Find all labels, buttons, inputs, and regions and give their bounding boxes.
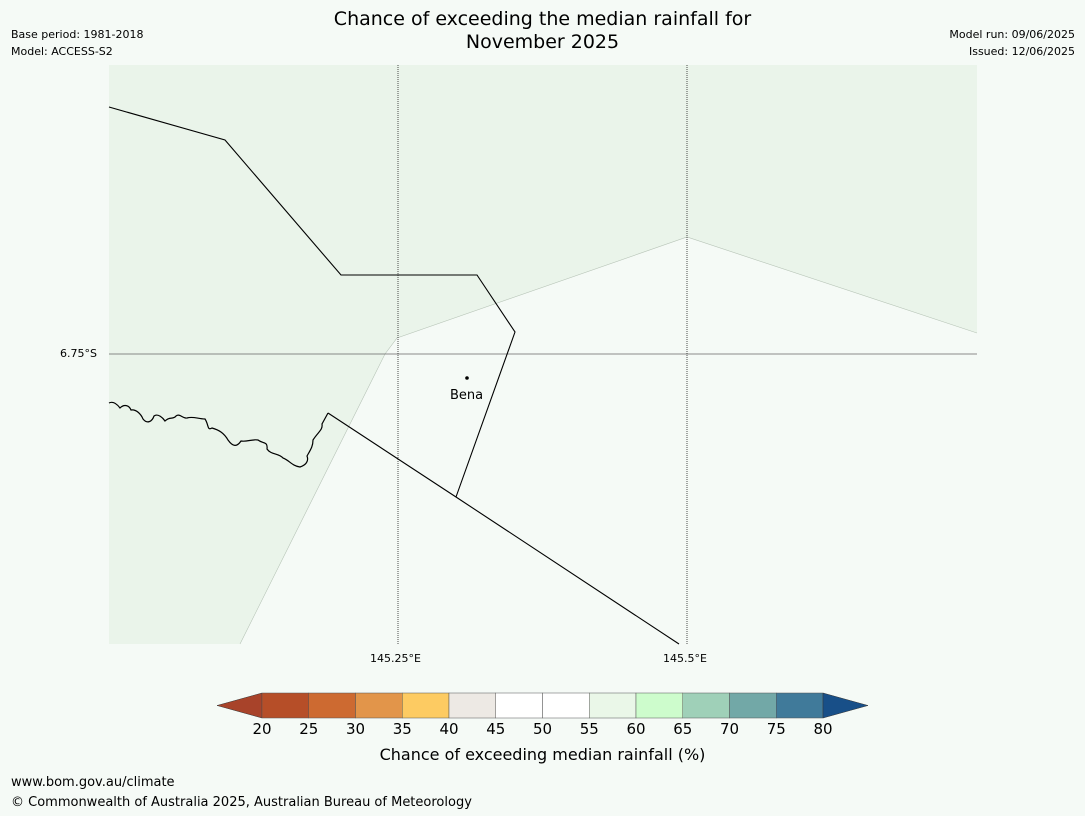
title-line-2: November 2025 <box>465 31 620 53</box>
colorbar-tick-55: 55 <box>579 720 599 738</box>
colorbar-tick-40: 40 <box>439 720 459 738</box>
colorbar-tick-20: 20 <box>252 720 272 738</box>
base-period: Base period: 1981-2018 <box>11 28 144 41</box>
colorbar-segment-55-60 <box>589 692 637 719</box>
river-line <box>108 401 329 468</box>
colorbar-tick-35: 35 <box>392 720 412 738</box>
colorbar-extend-high <box>822 692 869 719</box>
district-boundary-south <box>327 412 680 645</box>
colorbar-tick-65: 65 <box>673 720 693 738</box>
colorbar-extend-low <box>216 692 263 719</box>
colorbar-segment-40-45 <box>448 692 496 719</box>
colorbar-segment-45-50 <box>495 692 543 719</box>
probability-shading <box>109 65 977 644</box>
colorbar-segment-20-25 <box>261 692 309 719</box>
meta-right: Model run: 09/06/2025 Issued: 12/06/2025 <box>949 26 1075 60</box>
colorbar-label: Chance of exceeding median rainfall (%) <box>379 745 706 764</box>
title-line-1: Chance of exceeding the median rainfall … <box>333 8 752 30</box>
colorbar-segment-25-30 <box>308 692 356 719</box>
shading-boundary <box>239 236 978 645</box>
colorbar-segment-35-40 <box>402 692 450 719</box>
colorbar-segment-70-75 <box>729 692 777 719</box>
colorbar-tick-50: 50 <box>532 720 553 738</box>
colorbar-tick-80: 80 <box>813 720 833 738</box>
latitude-label: 6.75°S <box>60 347 97 360</box>
colorbar-segment-65-70 <box>682 692 730 719</box>
town-label-bena: Bena <box>450 388 484 403</box>
colorbar-tick-70: 70 <box>719 720 740 738</box>
footer-url[interactable]: www.bom.gov.au/climate <box>11 775 175 790</box>
colorbar-tick-45: 45 <box>486 720 506 738</box>
meta-left: Base period: 1981-2018 Model: ACCESS-S2 <box>11 26 143 60</box>
longitude-label-1: 145.25°E <box>370 652 421 665</box>
colorbar-tick-30: 30 <box>345 720 366 738</box>
colorbar-tick-75: 75 <box>766 720 786 738</box>
footer-copyright: © Commonwealth of Australia 2025, Austra… <box>11 795 472 810</box>
district-boundary-north <box>108 106 516 498</box>
colorbar-segments <box>216 692 869 719</box>
bena-marker[interactable] <box>465 376 469 380</box>
colorbar-segment-75-80 <box>776 692 824 719</box>
issued-date: Issued: 12/06/2025 <box>968 45 1075 58</box>
longitude-label-2: 145.5°E <box>663 652 707 665</box>
colorbar-tick-60: 60 <box>626 720 646 738</box>
map-title: Chance of exceeding the median rainfall … <box>0 8 1085 54</box>
model-run: Model run: 09/06/2025 <box>949 28 1075 41</box>
colorbar-segment-60-65 <box>635 692 683 719</box>
model-name: Model: ACCESS-S2 <box>11 45 113 58</box>
colorbar-segment-30-35 <box>355 692 403 719</box>
colorbar-tick-25: 25 <box>299 720 319 738</box>
colorbar-segment-50-55 <box>542 692 590 719</box>
